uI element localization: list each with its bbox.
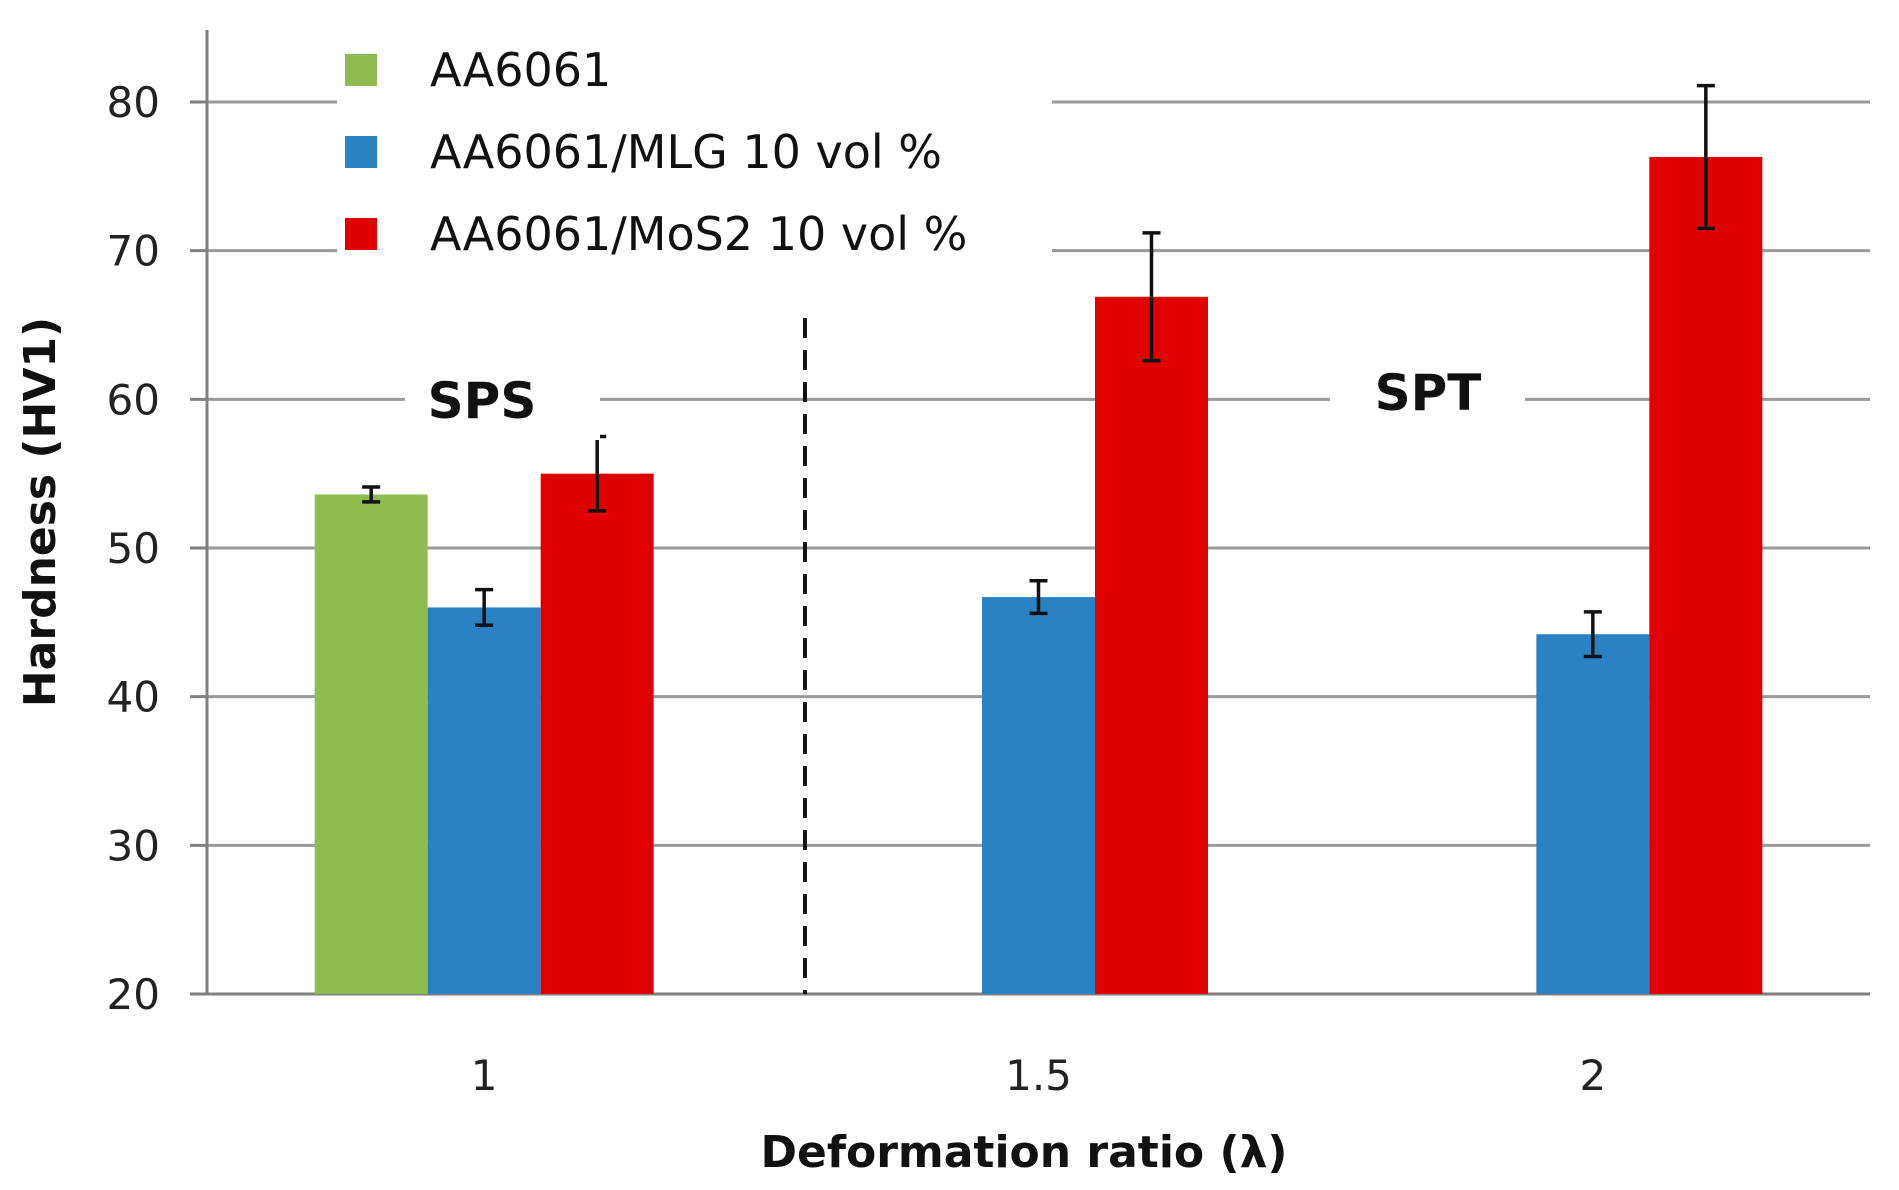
bar xyxy=(1536,634,1650,994)
y-tick-label: 20 xyxy=(107,970,160,1019)
x-tick-label: 2 xyxy=(1579,1051,1606,1100)
sps-region-label: SPS xyxy=(428,372,537,430)
bar xyxy=(982,597,1095,994)
legend-swatch xyxy=(345,54,377,86)
sps-label-background xyxy=(405,360,600,440)
x-tick-label: 1.5 xyxy=(1005,1051,1072,1100)
y-tick-label: 80 xyxy=(107,78,160,127)
y-tick-label: 40 xyxy=(107,673,160,722)
y-tick-labels: 20 30 40 50 60 70 80 xyxy=(107,78,160,1019)
bar xyxy=(314,494,428,994)
x-tick-labels: 1 1.5 2 xyxy=(471,1051,1606,1100)
legend-label: AA6061/MoS2 10 vol % xyxy=(430,207,967,261)
legend-label: AA6061 xyxy=(430,43,611,97)
x-axis-title: Deformation ratio (λ) xyxy=(760,1127,1287,1178)
bar xyxy=(427,607,541,994)
legend-swatch xyxy=(345,218,377,250)
y-tick-label: 30 xyxy=(107,821,160,870)
y-tick-label: 50 xyxy=(107,524,160,573)
y-axis-title: Hardness (HV1) xyxy=(15,317,66,707)
spt-region-label: SPT xyxy=(1375,364,1482,422)
legend-swatch xyxy=(345,136,377,168)
y-tick-label: 70 xyxy=(107,227,160,276)
y-tick-label: 60 xyxy=(107,375,160,424)
bar xyxy=(1095,296,1208,995)
bar xyxy=(540,473,654,995)
spt-label-background xyxy=(1330,355,1525,435)
bars xyxy=(314,157,1763,995)
error-bars xyxy=(362,83,1715,659)
legend-background xyxy=(337,35,1052,275)
legend: AA6061 AA6061/MLG 10 vol % AA6061/MoS2 10 … xyxy=(345,43,967,261)
legend-label: AA6061/MLG 10 vol % xyxy=(430,125,942,179)
x-tick-label: 1 xyxy=(471,1051,498,1100)
bar xyxy=(1649,157,1763,995)
